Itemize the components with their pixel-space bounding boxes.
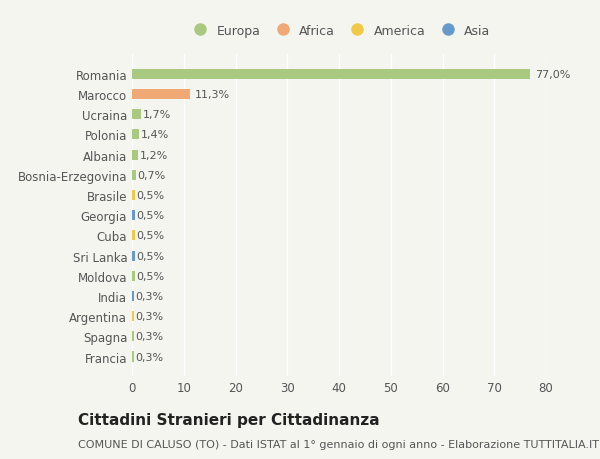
Text: 0,3%: 0,3%: [136, 352, 164, 362]
Text: 0,7%: 0,7%: [137, 170, 166, 180]
Text: 1,2%: 1,2%: [140, 150, 169, 160]
Text: 0,3%: 0,3%: [136, 291, 164, 301]
Legend: Europa, Africa, America, Asia: Europa, Africa, America, Asia: [182, 20, 496, 43]
Text: 1,7%: 1,7%: [143, 110, 171, 120]
Text: 77,0%: 77,0%: [535, 70, 570, 80]
Bar: [132, 271, 134, 281]
Text: 0,5%: 0,5%: [137, 251, 165, 261]
Bar: [132, 130, 139, 140]
Bar: [132, 352, 134, 362]
Bar: [132, 110, 141, 120]
Bar: [132, 70, 530, 80]
Bar: [132, 311, 134, 321]
Text: 11,3%: 11,3%: [194, 90, 230, 100]
Text: 0,3%: 0,3%: [136, 331, 164, 341]
Text: Cittadini Stranieri per Cittadinanza: Cittadini Stranieri per Cittadinanza: [78, 413, 380, 428]
Bar: [132, 150, 138, 160]
Text: 0,3%: 0,3%: [136, 312, 164, 321]
Bar: [132, 170, 136, 180]
Text: 0,5%: 0,5%: [137, 211, 165, 221]
Bar: [132, 331, 134, 341]
Text: 0,5%: 0,5%: [137, 190, 165, 201]
Text: 0,5%: 0,5%: [137, 271, 165, 281]
Text: 0,5%: 0,5%: [137, 231, 165, 241]
Bar: [132, 291, 134, 302]
Text: 1,4%: 1,4%: [142, 130, 170, 140]
Bar: [132, 251, 134, 261]
Bar: [132, 90, 190, 100]
Bar: [132, 211, 134, 221]
Text: COMUNE DI CALUSO (TO) - Dati ISTAT al 1° gennaio di ogni anno - Elaborazione TUT: COMUNE DI CALUSO (TO) - Dati ISTAT al 1°…: [78, 440, 599, 449]
Bar: [132, 190, 134, 201]
Bar: [132, 231, 134, 241]
